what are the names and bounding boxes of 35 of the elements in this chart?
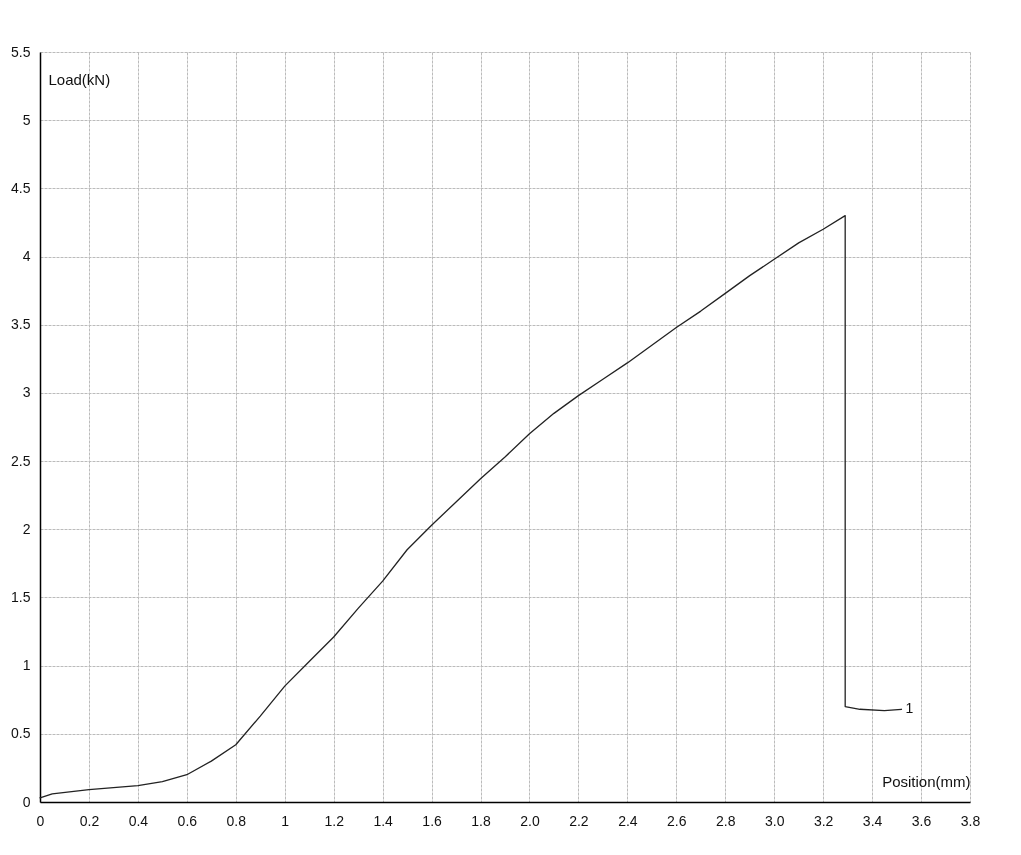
- x-tick-label: 1.4: [373, 812, 394, 829]
- x-tick-label: 2.4: [618, 812, 638, 829]
- x-tick-label: 0.4: [128, 812, 149, 829]
- y-tick-label: 0: [22, 793, 31, 810]
- y-tick-label: 5: [22, 111, 31, 128]
- y-tick-label: 3.5: [11, 316, 31, 333]
- x-tick-label: 2.0: [520, 812, 540, 829]
- x-tick-label: 3.4: [862, 812, 883, 829]
- x-tick-label: 2.8: [716, 812, 736, 829]
- y-tick-label: 4.5: [11, 179, 31, 196]
- x-tick-label: 0.8: [226, 812, 247, 829]
- y-tick-label: 1: [22, 657, 31, 674]
- x-tick-label: 3.0: [764, 812, 785, 829]
- y-tick-label: 2: [22, 520, 31, 537]
- x-tick-label: 1.6: [422, 812, 443, 829]
- y-tick-label: 3: [22, 384, 31, 401]
- y-tick-label: 0.5: [11, 725, 31, 742]
- y-tick-label: 4: [22, 248, 31, 265]
- x-tick-label: 0.6: [177, 812, 198, 829]
- y-tick-label: 2.5: [11, 452, 31, 469]
- series-label: 1: [905, 700, 914, 717]
- x-tick-label: 1.8: [471, 812, 491, 829]
- x-tick-label: 0: [36, 812, 45, 829]
- x-tick-label: 0.2: [79, 812, 100, 829]
- y-tick-label: 5.5: [11, 43, 31, 60]
- x-tick-label: 3.8: [960, 812, 981, 829]
- x-tick-label: 3.2: [813, 812, 834, 829]
- y-axis-title: Load(kN): [48, 70, 111, 88]
- x-axis-title: Position(mm): [882, 772, 971, 790]
- x-tick-label: 3.6: [911, 812, 932, 829]
- y-tick-label: 1.5: [11, 588, 31, 605]
- x-tick-label: 1: [281, 812, 290, 829]
- x-tick-label: 2.2: [569, 812, 589, 829]
- x-tick-label: 1.2: [324, 812, 345, 829]
- x-tick-label: 2.6: [667, 812, 687, 829]
